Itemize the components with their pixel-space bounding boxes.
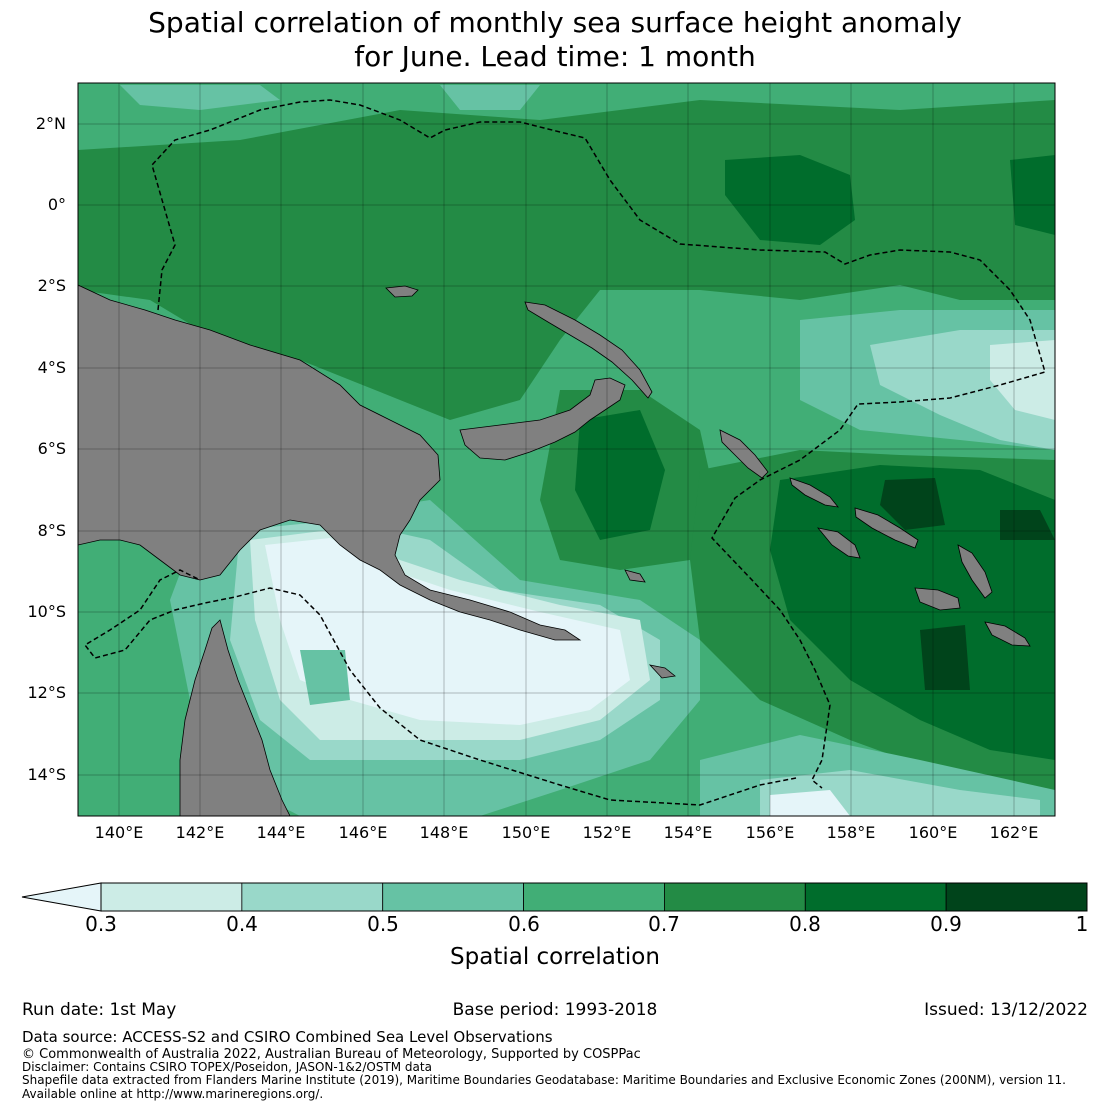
lat-label: 8°S (37, 521, 66, 540)
colorbar-tick: 0.3 (85, 912, 117, 936)
region-0.5-0.6-north-west (120, 85, 280, 110)
land-solomon-choiseul (789, 477, 839, 508)
map-area (78, 83, 1055, 816)
colorbar-frame (100, 882, 1088, 912)
land-dentrecasteaux (624, 569, 646, 583)
lat-label: 2°N (35, 114, 66, 133)
colorbar-tick: 0.9 (930, 912, 962, 936)
lat-label: 4°S (37, 358, 66, 377)
colorbar-tick: 0.8 (789, 912, 821, 936)
lon-label: 148°E (419, 823, 469, 842)
colorbar (21, 882, 1088, 912)
colorbar-segment (804, 882, 947, 912)
colorbar-segment (241, 882, 384, 912)
title-line-2: for June. Lead time: 1 month (354, 40, 756, 73)
region-0.8-0.9-north (725, 155, 855, 245)
colorbar-segment (664, 882, 806, 912)
region-0.6-0.7-gulf-patch (300, 650, 350, 705)
colorbar-tick: 0.5 (367, 912, 399, 936)
lon-label: 156°E (745, 823, 795, 842)
disclaimer: Disclaimer: Contains CSIRO TOPEX/Poseido… (22, 1060, 432, 1074)
lat-label: 6°S (37, 439, 66, 458)
land-cape-york (179, 619, 291, 816)
colorbar-tick: 0.7 (648, 912, 680, 936)
land-louisiade (648, 664, 676, 679)
colorbar-tick: 0.6 (508, 912, 540, 936)
region-0.5-0.6-north-center (440, 85, 540, 110)
lon-label: 146°E (338, 823, 388, 842)
colorbar-segment (945, 882, 1088, 912)
lat-label: 2°S (37, 276, 66, 295)
region-0.9-1-southeast (920, 625, 970, 690)
lon-label: 140°E (94, 823, 144, 842)
region-0.9-1-east (880, 478, 945, 530)
lat-label: 10°S (27, 602, 66, 621)
lat-label: 0° (47, 195, 66, 214)
lon-label: 158°E (826, 823, 876, 842)
lat-label: 14°S (27, 765, 66, 784)
land-solomon-guadalcanal (914, 587, 961, 611)
region-0.9-1-edge (1000, 510, 1055, 540)
land-solomon-makira (984, 621, 1031, 647)
region-0.3-0.4-northeast (990, 340, 1055, 420)
lon-label: 150°E (501, 823, 551, 842)
colorbar-segment (382, 882, 524, 912)
title-line-1: Spatial correlation of monthly sea surfa… (148, 6, 962, 39)
lon-label: 152°E (582, 823, 632, 842)
colorbar-extend-arrow (21, 882, 102, 912)
land-solomon-santa-isabel (854, 507, 919, 549)
data-source: Data source: ACCESS-S2 and CSIRO Combine… (22, 1028, 553, 1046)
lon-label: 160°E (908, 823, 958, 842)
lon-label: 144°E (256, 823, 306, 842)
colorbar-label: Spatial correlation (450, 944, 660, 970)
shapefile-credit: Shapefile data extracted from Flanders M… (22, 1073, 1066, 1087)
region-0.3-0.4-southeast (770, 790, 850, 816)
graticule (78, 83, 1055, 816)
region-0.8-0.9-central (575, 410, 665, 540)
region-below-0.3-southwest (265, 538, 630, 725)
lat-label: 12°S (27, 683, 66, 702)
colorbar-tick: 0.4 (226, 912, 258, 936)
lon-label: 162°E (989, 823, 1039, 842)
colorbar-segments (100, 882, 1088, 912)
land-bougainville (719, 429, 769, 479)
land-new-ireland (524, 301, 653, 399)
map-frame (77, 82, 1056, 817)
base-period: Base period: 1993-2018 (452, 1000, 658, 1020)
lon-label: 142°E (175, 823, 225, 842)
land-solomon-new-georgia (816, 527, 861, 559)
issued-date: Issued: 13/12/2022 (924, 1000, 1088, 1020)
region-0.8-0.9-northeast (1010, 155, 1055, 235)
run-date: Run date: 1st May (22, 1000, 177, 1020)
lon-label: 154°E (663, 823, 713, 842)
land-new-britain (459, 377, 626, 461)
available-online: Available online at http://www.marinereg… (22, 1087, 324, 1101)
correlation-field (78, 85, 1055, 816)
eez-boundary (83, 99, 1046, 806)
colorbar-segment (100, 882, 243, 912)
copyright: © Commonwealth of Australia 2022, Austra… (22, 1047, 641, 1062)
colorbar-tick: 1 (1075, 912, 1089, 936)
land-new-guinea (78, 284, 582, 641)
land-manus (385, 285, 419, 298)
colorbar-segment (523, 882, 665, 912)
land-solomon-malaita (957, 544, 993, 599)
land (78, 284, 1031, 816)
